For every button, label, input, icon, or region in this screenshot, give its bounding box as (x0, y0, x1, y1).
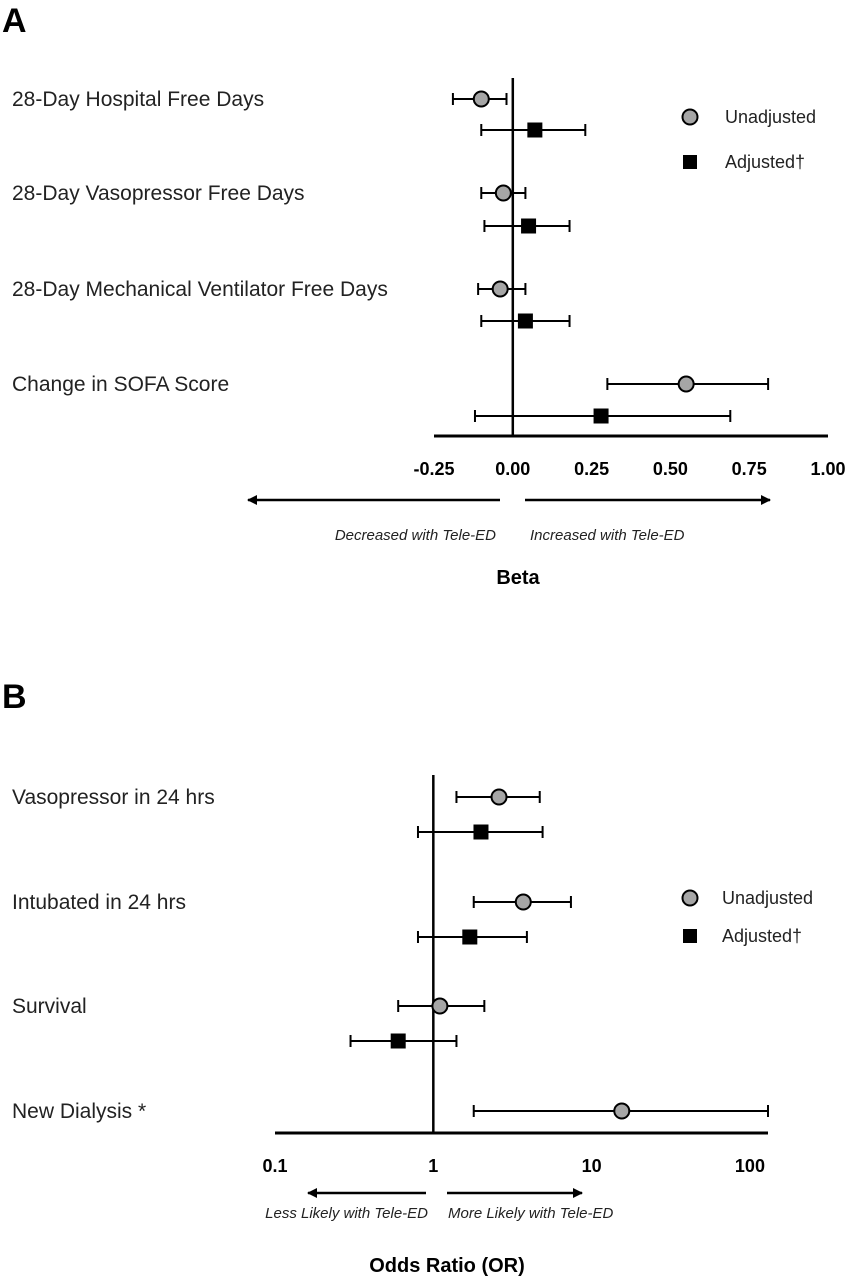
direction-label-left: Less Likely with Tele-ED (265, 1205, 428, 1222)
legend-label: Unadjusted (722, 888, 813, 908)
point-estimate-unadjusted (472, 90, 490, 108)
x-tick-label: -0.25 (413, 459, 454, 479)
row-label: Intubated in 24 hrs (12, 891, 186, 914)
panel-a: A 28-Day Hospital Free Days 28-Day Vasopre… (2, 2, 846, 589)
x-axis-title: Beta (496, 567, 540, 589)
point-estimate-unadjusted (613, 1102, 631, 1120)
x-tick-label: 0.50 (653, 459, 688, 479)
point-estimate-adjusted (462, 929, 478, 945)
panel-b: B Vasopressor in 24 hrs Intubated in 24 hr… (2, 678, 813, 1277)
direction-label-left: Decreased with Tele-ED (335, 527, 496, 544)
row-label: Change in SOFA Score (12, 373, 229, 396)
direction-label-right: Increased with Tele-ED (530, 527, 685, 544)
row-label: 28-Day Vasopressor Free Days (12, 182, 305, 205)
x-tick-label: 0.00 (495, 459, 530, 479)
x-tick-label: 100 (735, 1156, 765, 1176)
row-label: New Dialysis * (12, 1100, 146, 1123)
x-tick-label: 0.1 (262, 1156, 287, 1176)
point-estimate-adjusted (473, 824, 489, 840)
point-estimate-unadjusted (491, 280, 509, 298)
point-estimate-adjusted (517, 313, 533, 329)
legend-marker-adjusted (683, 155, 697, 169)
point-estimate-adjusted (390, 1033, 406, 1049)
x-tick-label: 0.75 (732, 459, 767, 479)
legend-label: Adjusted† (722, 926, 802, 946)
legend-marker-unadjusted (681, 108, 699, 126)
row-label: 28-Day Hospital Free Days (12, 88, 264, 111)
x-axis-title: Odds Ratio (OR) (369, 1255, 525, 1277)
x-tick-label: 1.00 (810, 459, 845, 479)
row-label: Vasopressor in 24 hrs (12, 786, 215, 809)
x-tick-label: 1 (428, 1156, 438, 1176)
legend-marker-unadjusted (681, 889, 699, 907)
point-estimate-adjusted (527, 122, 543, 138)
point-estimate-unadjusted (677, 375, 695, 393)
point-estimate-unadjusted (514, 893, 532, 911)
point-estimate-unadjusted (431, 997, 449, 1015)
legend-label: Unadjusted (725, 107, 816, 127)
point-estimate-unadjusted (490, 788, 508, 806)
legend-marker-adjusted (683, 929, 697, 943)
point-estimate-adjusted (593, 408, 609, 424)
panel-letter: B (2, 678, 27, 716)
row-label: 28-Day Mechanical Ventilator Free Days (12, 278, 388, 301)
panel-letter: A (2, 2, 27, 40)
direction-label-right: More Likely with Tele-ED (448, 1205, 614, 1222)
legend-label: Adjusted† (725, 152, 805, 172)
point-estimate-unadjusted (494, 184, 512, 202)
point-estimate-adjusted (521, 218, 537, 234)
row-label: Survival (12, 995, 87, 1018)
x-tick-label: 0.25 (574, 459, 609, 479)
x-tick-label: 10 (582, 1156, 602, 1176)
